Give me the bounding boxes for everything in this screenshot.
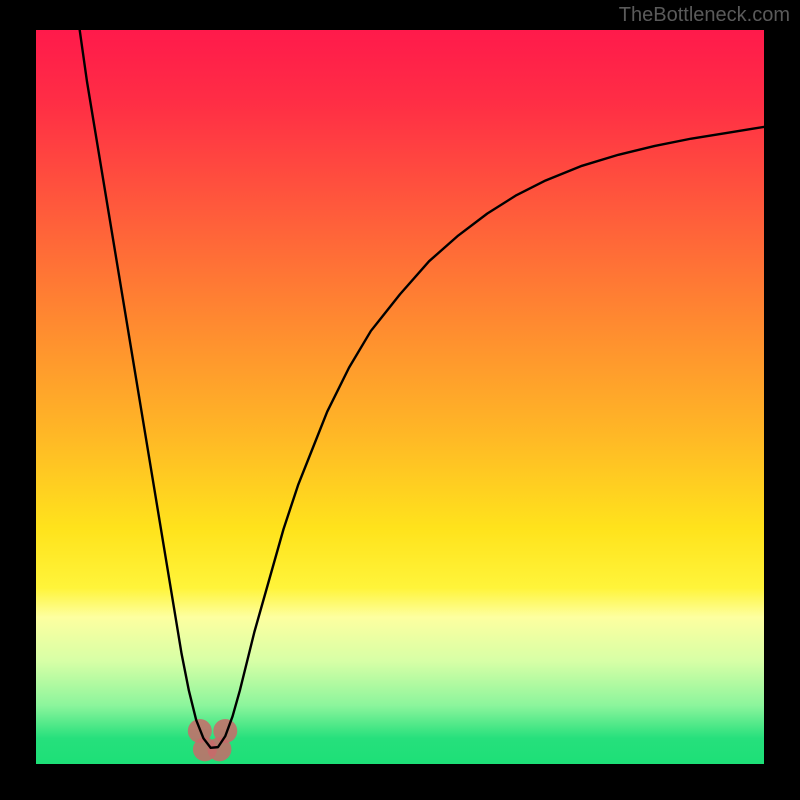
chart-container: TheBottleneck.com [0,0,800,800]
watermark-label: TheBottleneck.com [619,4,790,27]
plot-area [36,30,764,764]
bottleneck-curve [36,30,764,764]
dip-marker [207,737,231,761]
curve-path [80,30,764,748]
